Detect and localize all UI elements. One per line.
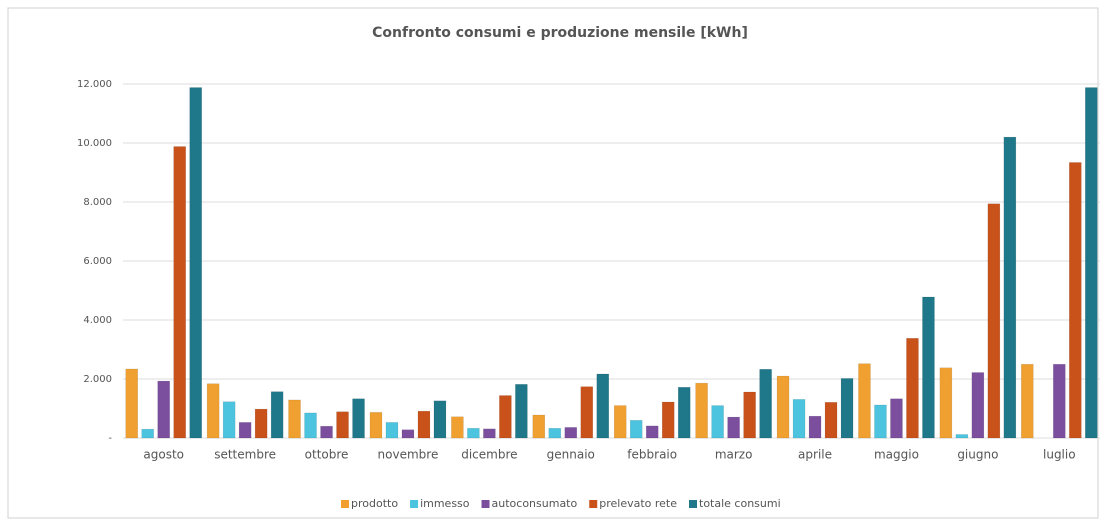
y-tick-label: 2.000: [83, 374, 112, 385]
bar: [711, 405, 724, 439]
x-tick-label: novembre: [378, 448, 439, 462]
bar: [352, 398, 365, 439]
bar: [955, 434, 969, 439]
bar: [1021, 364, 1034, 439]
bar: [661, 401, 675, 439]
bar: [467, 428, 480, 439]
bar: [645, 425, 659, 439]
bar: [189, 87, 202, 439]
legend-swatch: [481, 500, 490, 508]
legend-swatch: [410, 500, 419, 508]
bar: [874, 404, 887, 439]
bar: [206, 383, 220, 439]
bar: [222, 401, 236, 439]
bar: [270, 391, 284, 439]
y-tick-label: 10.000: [77, 138, 112, 149]
legend-label: immesso: [420, 497, 470, 510]
bar: [125, 368, 138, 439]
legend-label: prodotto: [351, 497, 398, 510]
x-tick-label: giugno: [957, 448, 998, 462]
bar: [580, 386, 594, 439]
bar: [971, 372, 985, 439]
bar: [564, 427, 578, 439]
x-tick-label: settembre: [214, 448, 276, 462]
x-tick-label: agosto: [143, 448, 184, 462]
chart-title: Confronto consumi e produzione mensile […: [372, 25, 748, 41]
bar: [939, 367, 953, 439]
bar: [1085, 87, 1098, 439]
bar: [596, 373, 610, 439]
bar: [401, 429, 415, 439]
bar: [385, 422, 399, 439]
bar: [336, 411, 349, 439]
bar: [499, 395, 512, 439]
bar: [451, 416, 464, 439]
y-tick-label: -: [108, 433, 112, 444]
bar: [238, 422, 252, 439]
bar: [320, 425, 333, 439]
y-tick-label: 6.000: [83, 256, 112, 267]
bar: [922, 296, 935, 439]
x-tick-label: febbraio: [627, 448, 677, 462]
bar: [987, 203, 1001, 439]
bar: [483, 428, 496, 439]
legend-label: prelevato rete: [599, 497, 677, 510]
bar: [743, 391, 756, 439]
bar: [548, 428, 562, 439]
bar: [304, 412, 317, 439]
x-tick-label: ottobre: [305, 448, 349, 462]
bar: [824, 402, 838, 439]
legend-label: totale consumi: [699, 497, 781, 510]
bar: [515, 384, 528, 439]
bar: [1069, 162, 1082, 439]
y-tick-label: 4.000: [83, 315, 112, 326]
bar: [417, 410, 431, 439]
bar: [792, 399, 806, 439]
bar: [629, 420, 643, 439]
bar: [173, 146, 186, 439]
bar: [613, 405, 627, 439]
bar: [695, 382, 708, 439]
bar: [1003, 136, 1017, 439]
x-tick-label: maggio: [874, 448, 919, 462]
bar: [677, 387, 691, 439]
bar: [532, 414, 546, 439]
y-tick-label: 8.000: [83, 197, 112, 208]
bar: [288, 399, 301, 439]
bar: [157, 380, 170, 439]
bar: [433, 400, 447, 439]
bar: [1053, 364, 1066, 439]
bar: [759, 369, 772, 439]
legend-swatch: [341, 500, 349, 508]
x-tick-label: luglio: [1043, 448, 1076, 462]
legend-swatch: [689, 500, 698, 508]
bar: [890, 398, 903, 439]
legend-label: autoconsumato: [492, 497, 578, 510]
bar: [858, 363, 871, 439]
bar: [369, 412, 383, 439]
bar: [727, 416, 740, 439]
x-tick-label: marzo: [715, 448, 753, 462]
bar: [141, 428, 154, 439]
x-tick-label: aprile: [798, 448, 832, 462]
bar: [808, 415, 822, 439]
y-tick-label: 12.000: [77, 79, 112, 90]
x-tick-label: dicembre: [461, 448, 517, 462]
bar: [840, 378, 854, 439]
bar: [906, 338, 919, 439]
bar: [254, 408, 268, 439]
x-tick-label: gennaio: [547, 448, 595, 462]
bar: [776, 375, 790, 439]
legend-swatch: [589, 500, 598, 508]
